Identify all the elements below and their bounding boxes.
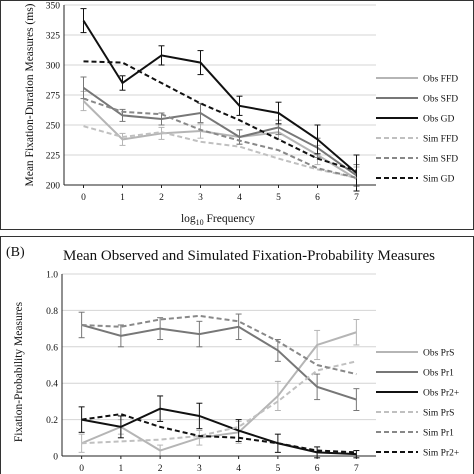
panel-a-x-axis-label: log10 Frequency <box>181 213 255 227</box>
legend-label-obs-ffd: Obs FFD <box>423 75 458 85</box>
x-tick-label: 7 <box>354 464 359 474</box>
series-sim-pr1 <box>81 314 357 376</box>
series-line-obs-gd <box>82 20 358 174</box>
panel-b-gridlines <box>62 273 376 421</box>
panel-b-frame <box>0 236 474 474</box>
legend-label-obs-pr1: Obs Pr1 <box>423 369 454 379</box>
x-tick-label: 3 <box>197 464 202 474</box>
series-line-sim-pr2 <box>81 413 357 454</box>
x-tick-label: 2 <box>158 464 163 474</box>
series-sim-gd <box>83 60 357 172</box>
series-obs-prs <box>78 319 360 457</box>
legend-label-sim-pr1: Sim Pr1 <box>423 429 454 439</box>
x-tick-label: 5 <box>276 193 281 203</box>
y-tick-label: 275 <box>46 92 61 102</box>
legend-label-sim-sfd: Sim SFD <box>423 155 458 165</box>
series-sim-sfd <box>83 97 357 179</box>
series-line-sim-prs <box>81 360 357 445</box>
y-tick-label: 325 <box>46 32 61 42</box>
x-tick-label: 0 <box>81 193 86 203</box>
legend-label-obs-prs: Obs PrS <box>423 349 454 359</box>
x-tick-label: 7 <box>354 193 359 203</box>
y-tick-label: 1.0 <box>46 271 58 281</box>
panel-a-axes: 200 225 250 275 300 325 350 0 1 2 3 4 5 6 7 <box>46 2 376 203</box>
series-line-sim-gd <box>83 60 357 172</box>
x-tick-label: 6 <box>315 464 320 474</box>
panel-b-title: Mean Observed and Simulated Fixation-Pro… <box>63 248 435 264</box>
y-tick-label: 0.2 <box>46 416 58 426</box>
panel-a-y-axis-label: Mean Fixation-Duration Measures (ms) <box>24 3 36 186</box>
panel-a-legend: Obs FFD Obs SFD Obs GD Sim FFD Sim SFD Sim GD <box>376 75 458 185</box>
y-tick-label: 0 <box>53 453 58 463</box>
legend-label-obs-gd: Obs GD <box>423 115 455 125</box>
series-line-obs-ffd <box>82 100 358 180</box>
legend-label-sim-pr2: Sim Pr2+ <box>423 449 459 459</box>
x-tick-label: 1 <box>119 464 124 474</box>
x-tick-label: 3 <box>198 193 203 203</box>
panel-b-legend: Obs PrS Obs Pr1 Obs Pr2+ Sim PrS Sim Pr1 Sim … <box>376 349 459 459</box>
y-tick-label: 200 <box>46 182 61 192</box>
series-obs-pr1 <box>78 311 360 411</box>
panel-a-gridlines <box>64 4 376 156</box>
x-tick-label: 4 <box>236 464 241 474</box>
legend-label-sim-ffd: Sim FFD <box>423 135 458 145</box>
panel-b-series <box>78 311 360 459</box>
series-line-obs-pr1 <box>81 323 357 401</box>
panel-b-axes: 0 0.2 0.4 0.6 0.8 1.0 0 1 2 3 4 5 6 7 <box>46 271 376 474</box>
series-line-obs-pr2 <box>81 407 357 456</box>
x-tick-label: 6 <box>315 193 320 203</box>
y-tick-label: 350 <box>46 2 61 12</box>
x-tick-label: 0 <box>79 464 84 474</box>
panel-b-label: (B) <box>6 245 25 260</box>
y-tick-label: 0.8 <box>46 307 58 317</box>
series-sim-pr2 <box>81 413 357 454</box>
x-tick-label: 1 <box>120 193 125 203</box>
x-tick-label: 5 <box>276 464 281 474</box>
legend-label-obs-sfd: Obs SFD <box>423 95 458 105</box>
series-obs-pr2 <box>78 395 360 459</box>
series-sim-prs <box>81 360 357 445</box>
y-tick-label: 225 <box>46 152 61 162</box>
series-line-obs-sfd <box>82 86 358 177</box>
legend-label-sim-gd: Sim GD <box>423 175 455 185</box>
series-obs-gd <box>80 8 360 192</box>
y-tick-label: 0.6 <box>46 343 58 353</box>
panel-b: (B) Mean Observed and Simulated Fixation… <box>0 236 474 474</box>
series-line-sim-pr1 <box>81 314 357 376</box>
panel-a-series <box>80 8 360 192</box>
legend-label-sim-prs: Sim PrS <box>423 409 454 419</box>
y-tick-label: 300 <box>46 62 61 72</box>
x-tick-label: 4 <box>237 193 242 203</box>
y-tick-label: 0.4 <box>46 380 58 390</box>
x-tick-label: 2 <box>159 193 164 203</box>
series-line-obs-prs <box>81 331 357 452</box>
legend-label-obs-pr2: Obs Pr2+ <box>423 389 459 399</box>
panel-b-y-axis-label: Fixation-Probability Measures <box>13 301 25 442</box>
series-line-sim-ffd <box>83 125 357 179</box>
y-tick-label: 250 <box>46 122 61 132</box>
